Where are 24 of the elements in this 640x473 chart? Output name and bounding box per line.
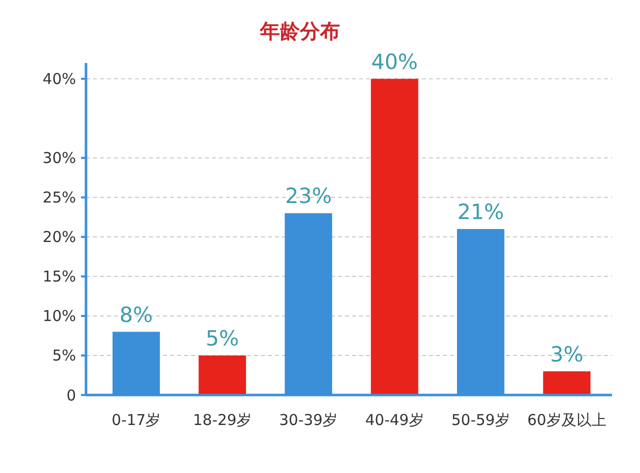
- chart-title: 年龄分布: [259, 19, 340, 43]
- x-tick-label: 30-39岁: [279, 411, 338, 429]
- y-tick-label: 15%: [42, 268, 76, 286]
- y-tick-label: 30%: [42, 149, 76, 168]
- data-label: 8%: [120, 302, 153, 327]
- bar: [543, 371, 590, 395]
- data-label: 21%: [457, 200, 504, 224]
- x-tick-label: 18-29岁: [193, 411, 252, 429]
- x-tick-label: 60岁及以上: [527, 411, 606, 429]
- data-label: 40%: [371, 50, 418, 74]
- bar: [198, 355, 246, 395]
- data-label: 5%: [206, 326, 239, 350]
- x-tick-label: 50-59岁: [451, 411, 510, 429]
- y-tick-label: 0: [66, 386, 76, 404]
- y-tick-label: 40%: [42, 70, 76, 88]
- x-tick-label: 40-49岁: [365, 411, 424, 429]
- x-tick-label: 0-17岁: [112, 411, 161, 429]
- y-tick-label: 25%: [42, 188, 76, 207]
- y-tick-label: 20%: [42, 228, 76, 246]
- bar: [370, 78, 418, 395]
- y-tick-label: 10%: [42, 307, 76, 326]
- data-label: 23%: [285, 184, 332, 208]
- data-label: 3%: [550, 342, 584, 366]
- y-tick-label: 5%: [52, 346, 76, 365]
